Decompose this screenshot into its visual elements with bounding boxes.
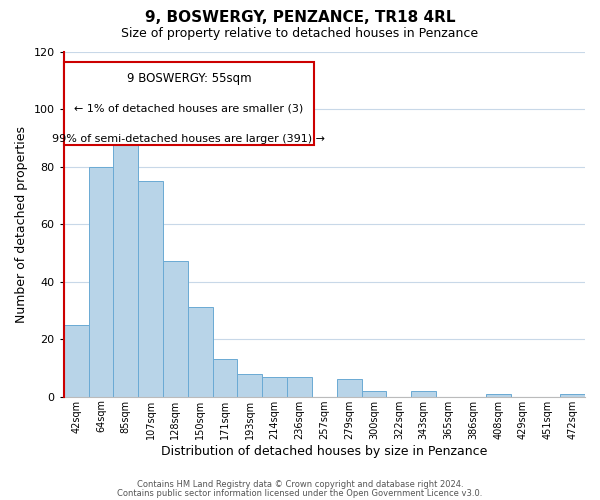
Text: 9 BOSWERGY: 55sqm: 9 BOSWERGY: 55sqm	[127, 72, 251, 85]
Bar	[411, 391, 436, 396]
Bar	[64, 325, 89, 396]
Bar	[362, 391, 386, 396]
Text: Size of property relative to detached houses in Penzance: Size of property relative to detached ho…	[121, 28, 479, 40]
Bar	[138, 181, 163, 396]
Bar	[486, 394, 511, 396]
Bar	[188, 308, 212, 396]
Bar	[287, 376, 312, 396]
Bar	[337, 380, 362, 396]
Text: 9, BOSWERGY, PENZANCE, TR18 4RL: 9, BOSWERGY, PENZANCE, TR18 4RL	[145, 10, 455, 25]
Bar	[212, 360, 238, 397]
Bar	[113, 138, 138, 396]
Y-axis label: Number of detached properties: Number of detached properties	[15, 126, 28, 322]
Text: Contains HM Land Registry data © Crown copyright and database right 2024.: Contains HM Land Registry data © Crown c…	[137, 480, 463, 489]
Text: 99% of semi-detached houses are larger (391) →: 99% of semi-detached houses are larger (…	[52, 134, 325, 144]
Bar	[560, 394, 585, 396]
Bar	[89, 166, 113, 396]
Text: Contains public sector information licensed under the Open Government Licence v3: Contains public sector information licen…	[118, 488, 482, 498]
Text: ← 1% of detached houses are smaller (3): ← 1% of detached houses are smaller (3)	[74, 104, 304, 114]
X-axis label: Distribution of detached houses by size in Penzance: Distribution of detached houses by size …	[161, 444, 488, 458]
Bar	[238, 374, 262, 396]
Bar	[163, 262, 188, 396]
Bar	[262, 376, 287, 396]
FancyBboxPatch shape	[64, 62, 314, 144]
